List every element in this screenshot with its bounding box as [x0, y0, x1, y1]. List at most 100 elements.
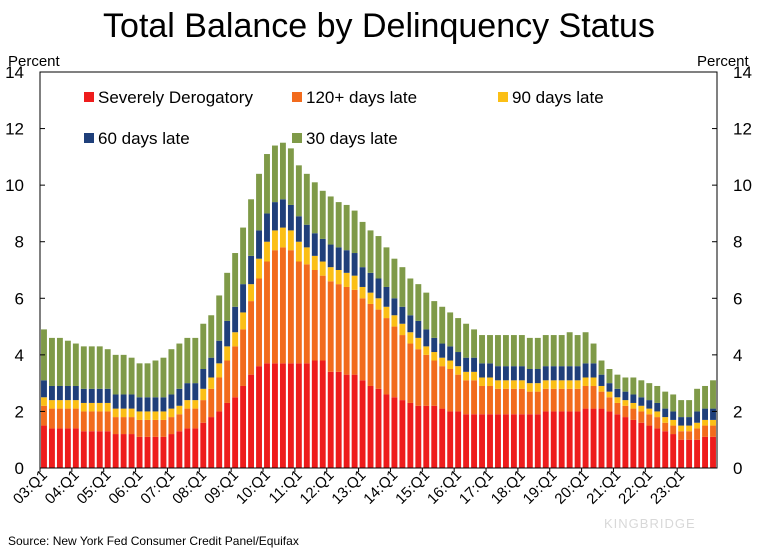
bar-120-days-late-50 — [439, 366, 446, 409]
bar-30-days-late-60 — [518, 335, 525, 367]
bar-60-days-late-60 — [518, 366, 525, 381]
bar-120-days-late-61 — [526, 391, 533, 415]
plot-bars — [41, 142, 716, 468]
bar-30-days-late-64 — [550, 335, 557, 367]
bar-120-days-late-62 — [534, 391, 541, 415]
bar-60-days-late-20 — [200, 369, 207, 389]
x-tick-label-9: 12:Q1 — [297, 467, 338, 508]
bar-severely-derogatory-48 — [423, 405, 430, 468]
x-tick-label-10: 13:Q1 — [328, 467, 369, 508]
bar-30-days-late-21 — [208, 315, 215, 358]
bar-30-days-late-72 — [614, 374, 621, 389]
bar-30-days-late-46 — [407, 278, 414, 316]
bar-30-days-late-27 — [256, 173, 262, 231]
bar-severely-derogatory-59 — [510, 414, 517, 468]
bar-30-days-late-66 — [566, 332, 573, 367]
bar-30-days-late-65 — [558, 335, 565, 367]
x-tick-label-7: 10:Q1 — [233, 467, 274, 508]
bar-60-days-late-31 — [287, 204, 294, 231]
bar-90-days-late-25 — [240, 312, 247, 330]
bar-90-days-late-63 — [542, 380, 549, 389]
bar-120-days-late-49 — [431, 360, 438, 406]
bar-30-days-late-58 — [502, 335, 509, 367]
bar-90-days-late-27 — [256, 258, 262, 279]
bar-60-days-late-66 — [566, 366, 573, 381]
bar-60-days-late-64 — [550, 366, 557, 381]
bar-120-days-late-13 — [144, 419, 151, 437]
bar-severely-derogatory-60 — [518, 414, 525, 468]
bar-severely-derogatory-5 — [80, 431, 87, 468]
bar-90-days-late-24 — [232, 332, 239, 347]
bar-90-days-late-70 — [598, 385, 605, 392]
bar-30-days-late-69 — [590, 343, 597, 364]
bar-60-days-late-37 — [335, 247, 342, 270]
bar-60-days-late-12 — [136, 397, 143, 412]
bar-90-days-late-19 — [192, 400, 199, 409]
bar-120-days-late-36 — [327, 281, 334, 372]
bar-30-days-late-41 — [367, 230, 374, 273]
bar-90-days-late-41 — [367, 292, 374, 304]
bar-90-days-late-68 — [582, 377, 589, 386]
bar-90-days-late-12 — [136, 411, 143, 420]
bar-30-days-late-19 — [192, 337, 199, 384]
bar-120-days-late-19 — [192, 408, 199, 429]
bar-severely-derogatory-79 — [670, 434, 677, 468]
bar-60-days-late-29 — [272, 202, 278, 231]
bar-30-days-late-61 — [526, 337, 533, 369]
bar-severely-derogatory-68 — [582, 408, 589, 468]
bar-30-days-late-39 — [351, 210, 358, 254]
bar-120-days-late-83 — [702, 425, 708, 437]
y-tick-label-right-10: 10 — [733, 176, 752, 195]
bar-60-days-late-52 — [455, 352, 462, 367]
bar-severely-derogatory-81 — [686, 439, 693, 468]
bar-30-days-late-11 — [128, 357, 135, 395]
bar-120-days-late-32 — [295, 261, 302, 364]
bar-60-days-late-32 — [295, 216, 302, 242]
bar-120-days-late-70 — [598, 391, 605, 409]
bar-120-days-late-35 — [319, 275, 326, 361]
bar-60-days-late-70 — [598, 374, 605, 386]
bar-120-days-late-18 — [184, 408, 191, 429]
bar-60-days-late-6 — [88, 388, 95, 403]
bar-60-days-late-82 — [694, 411, 701, 423]
x-tick-label-13: 16:Q1 — [424, 467, 465, 508]
bar-severely-derogatory-34 — [311, 360, 318, 468]
bar-30-days-late-84 — [710, 380, 716, 409]
bar-90-days-late-34 — [311, 255, 318, 270]
bar-90-days-late-48 — [423, 346, 430, 355]
bar-60-days-late-56 — [487, 363, 493, 378]
bar-30-days-late-25 — [240, 227, 247, 285]
bar-30-days-late-31 — [287, 148, 294, 205]
bar-30-days-late-59 — [510, 335, 517, 367]
y-axis-label-left: Percent — [8, 53, 61, 70]
bar-60-days-late-44 — [391, 298, 398, 316]
y-tick-label-left-14: 14 — [5, 63, 24, 82]
bar-120-days-late-59 — [510, 388, 517, 415]
bar-severely-derogatory-1 — [49, 428, 55, 468]
bar-120-days-late-17 — [176, 414, 183, 432]
bar-120-days-late-43 — [383, 318, 390, 395]
bar-90-days-late-38 — [343, 272, 350, 287]
bar-60-days-late-33 — [303, 224, 310, 248]
bar-30-days-late-40 — [359, 221, 366, 268]
bar-90-days-late-49 — [431, 352, 438, 361]
legend-label-90-days-late: 90 days late — [512, 88, 604, 107]
bar-30-days-late-17 — [176, 343, 183, 389]
watermark: KINGBRIDGE — [604, 516, 696, 531]
bar-60-days-late-41 — [367, 272, 374, 293]
bar-30-days-late-70 — [598, 360, 605, 375]
legend-swatch-30-days-late — [292, 133, 302, 143]
legend-label-severely-derogatory: Severely Derogatory — [98, 88, 253, 107]
bar-severely-derogatory-33 — [303, 363, 310, 468]
bar-90-days-late-76 — [646, 408, 653, 415]
bar-severely-derogatory-35 — [319, 360, 326, 468]
bar-30-days-late-18 — [184, 337, 191, 384]
legend-swatch-severely-derogatory — [84, 92, 94, 102]
bar-120-days-late-15 — [160, 419, 167, 437]
bar-120-days-late-79 — [670, 425, 677, 435]
bar-120-days-late-74 — [630, 408, 637, 420]
bar-120-days-late-2 — [56, 408, 63, 429]
bar-30-days-late-45 — [399, 267, 406, 307]
bar-30-days-late-67 — [574, 335, 581, 367]
bar-120-days-late-52 — [455, 374, 462, 412]
